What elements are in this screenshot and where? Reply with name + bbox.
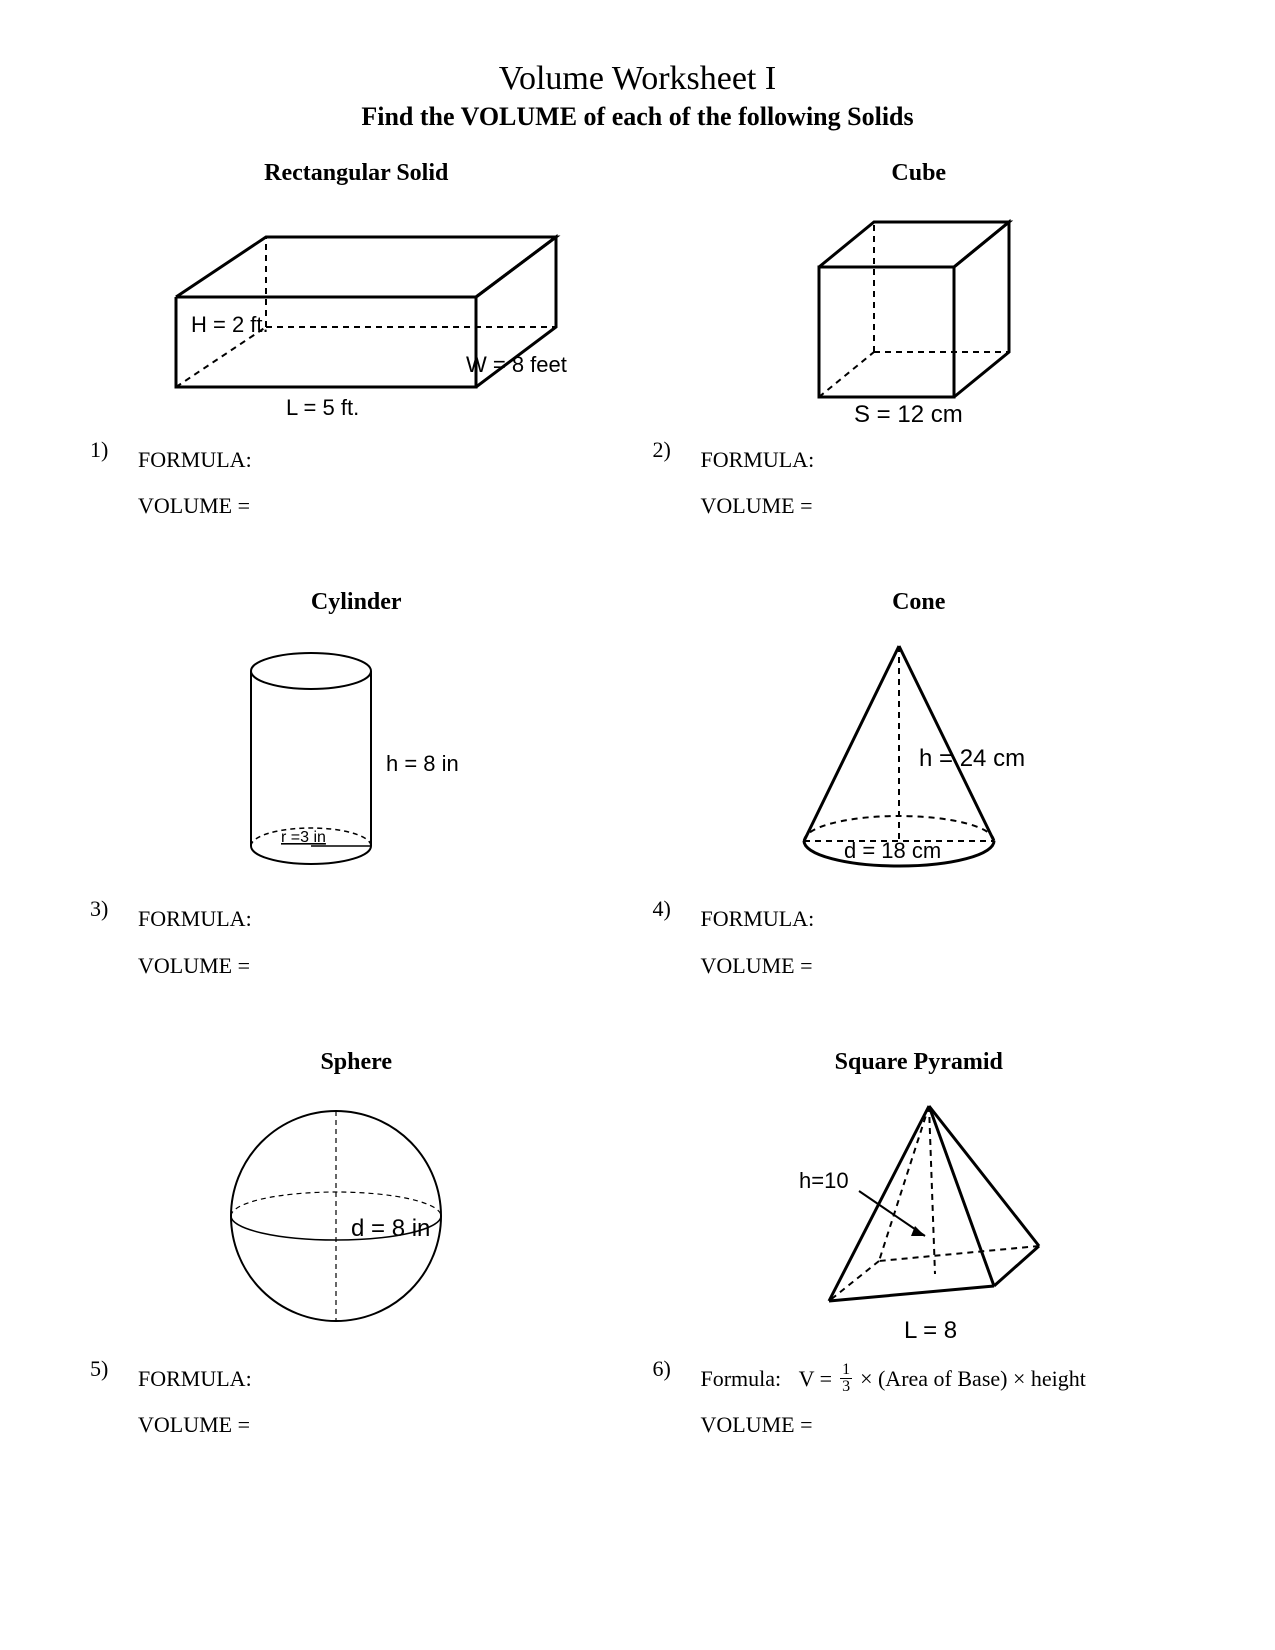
page-title: Volume Worksheet I	[60, 60, 1215, 98]
question-body: FORMULA: VOLUME =	[138, 896, 252, 988]
question-body: FORMULA: VOLUME =	[701, 896, 815, 988]
problem-1: Rectangular Solid H = 2 ft. W = 8 feet L…	[90, 160, 623, 529]
question-body: Formula: V = 1 3 × (Area of Base) × heig…	[701, 1356, 1086, 1448]
question-number: 4)	[653, 896, 683, 922]
formula-label: FORMULA:	[138, 437, 252, 483]
volume-label: VOLUME =	[138, 943, 252, 989]
shape-title: Cube	[653, 160, 1186, 187]
shape-title: Sphere	[90, 1049, 623, 1076]
figure-cube: S = 12 cm	[653, 197, 1186, 427]
question-body: FORMULA: VOLUME =	[138, 1356, 252, 1448]
formula-prefix: V =	[799, 1356, 832, 1402]
volume-label: VOLUME =	[138, 1402, 252, 1448]
label-L: L = 8	[904, 1317, 957, 1344]
formula-suffix: × (Area of Base) × height	[860, 1356, 1086, 1402]
question-number: 1)	[90, 437, 120, 463]
formula-label: FORMULA:	[138, 1356, 252, 1402]
label-d: d = 18 cm	[844, 838, 941, 863]
label-h: h = 8 in	[386, 751, 459, 776]
label-r: r =3 in	[281, 829, 326, 846]
fraction-numerator: 1	[840, 1362, 852, 1379]
problem-2: Cube S = 12 cm 2) FORMULA: VOLUME =	[653, 160, 1186, 529]
shape-title: Cone	[653, 589, 1186, 616]
fraction-denominator: 3	[840, 1379, 852, 1395]
figure-sphere: d = 8 in	[90, 1086, 623, 1346]
problem-3: Cylinder h = 8 in r =3 in 3) FORMUL	[90, 589, 623, 988]
volume-label: VOLUME =	[701, 1402, 1086, 1448]
question-body: FORMULA: VOLUME =	[138, 437, 252, 529]
label-h: h=10	[799, 1168, 849, 1193]
question-number: 3)	[90, 896, 120, 922]
volume-label: VOLUME =	[701, 483, 815, 529]
formula-label: FORMULA:	[701, 896, 815, 942]
label-L: L = 5 ft.	[286, 395, 359, 420]
formula-label: Formula:	[701, 1356, 782, 1402]
label-H: H = 2 ft.	[191, 312, 269, 337]
figure-cylinder: h = 8 in r =3 in	[90, 626, 623, 886]
formula-line: Formula: V = 1 3 × (Area of Base) × heig…	[701, 1356, 1086, 1402]
shape-title: Cylinder	[90, 589, 623, 616]
figure-square-pyramid: h=10 L = 8	[653, 1086, 1186, 1346]
volume-label: VOLUME =	[138, 483, 252, 529]
figure-cone: h = 24 cm d = 18 cm	[653, 626, 1186, 886]
formula-label: FORMULA:	[138, 896, 252, 942]
question-body: FORMULA: VOLUME =	[701, 437, 815, 529]
label-h: h = 24 cm	[919, 745, 1025, 772]
volume-label: VOLUME =	[701, 943, 815, 989]
problem-4: Cone h = 24 cm d = 18 cm 4) FORMULA:	[653, 589, 1186, 988]
question-number: 5)	[90, 1356, 120, 1382]
figure-rectangular-solid: H = 2 ft. W = 8 feet L = 5 ft.	[90, 197, 623, 427]
problem-grid: Rectangular Solid H = 2 ft. W = 8 feet L…	[60, 160, 1215, 1448]
label-d: d = 8 in	[351, 1215, 430, 1242]
shape-title: Square Pyramid	[653, 1049, 1186, 1076]
label-S: S = 12 cm	[854, 401, 963, 427]
problem-5: Sphere d = 8 in 5) FORMULA: VOLUME =	[90, 1049, 623, 1448]
problem-6: Square Pyramid h=1	[653, 1049, 1186, 1448]
label-W: W = 8 feet	[466, 352, 567, 377]
formula-label: FORMULA:	[701, 437, 815, 483]
fraction: 1 3	[840, 1362, 852, 1395]
page-subtitle: Find the VOLUME of each of the following…	[60, 102, 1215, 132]
question-number: 2)	[653, 437, 683, 463]
question-number: 6)	[653, 1356, 683, 1382]
shape-title: Rectangular Solid	[90, 160, 623, 187]
